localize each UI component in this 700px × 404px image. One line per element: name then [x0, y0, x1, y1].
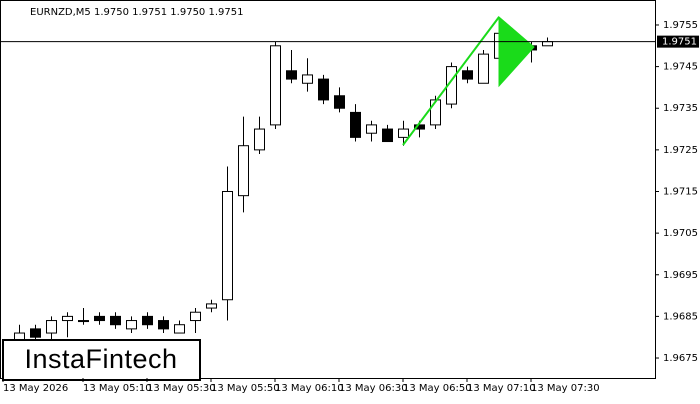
plot-frame [0, 0, 656, 379]
current-price-box [657, 35, 699, 48]
x-tick-label: 13 May 05:50 [211, 383, 280, 394]
candle-body [62, 315, 73, 322]
y-tick-label: 1.9735 [663, 103, 698, 114]
y-tick-label: 1.9675 [663, 353, 698, 364]
pennant-pattern [402, 15, 535, 146]
candle-body [206, 303, 217, 309]
y-tick-label: 1.9745 [663, 62, 698, 73]
candle-body [398, 128, 409, 138]
y-tick-label: 1.9755 [663, 20, 698, 31]
candle-body [158, 320, 169, 330]
x-tick-label: 13 May 05:30 [147, 383, 216, 394]
pennant [498, 15, 535, 88]
candle-body [94, 315, 105, 322]
candle-body [382, 128, 393, 143]
candle-body [350, 111, 361, 138]
candle-body [414, 124, 425, 130]
candle-body [302, 74, 313, 84]
current-price-label: 1.9751 [662, 37, 697, 48]
candle-body [478, 53, 489, 84]
logo-box [2, 339, 201, 381]
x-tick-label: 13 May 06:10 [275, 383, 344, 394]
candle-body [542, 41, 553, 47]
candle-body [78, 320, 89, 323]
x-tick-label: 13 May 2026 [3, 383, 68, 394]
y-tick-label: 1.9725 [663, 145, 698, 156]
x-tick-label: 13 May 07:30 [531, 383, 600, 394]
y-tick-label: 1.9695 [663, 270, 698, 281]
candle-body [366, 124, 377, 134]
x-tick-label: 13 May 05:10 [83, 383, 152, 394]
candle-body [30, 328, 41, 338]
y-tick-label: 1.9715 [663, 186, 698, 197]
flagpole [402, 16, 500, 146]
candle-body [462, 70, 473, 80]
candle-body [110, 315, 121, 326]
candle-body [334, 95, 345, 109]
candle-body [46, 320, 57, 334]
x-tick-label: 13 May 07:10 [467, 383, 536, 394]
candle-body [174, 324, 185, 334]
candle-body [222, 190, 233, 301]
x-tick-label: 13 May 06:50 [403, 383, 472, 394]
logo: InstaFintech [24, 344, 177, 374]
candle-body [190, 311, 201, 322]
candle-body [430, 99, 441, 126]
x-tick-label: 13 May 06:30 [339, 383, 408, 394]
candle-body [270, 45, 281, 126]
candle-body [142, 315, 153, 326]
candle-body [254, 128, 265, 151]
chart-header: EURNZD,M5 1.9750 1.9751 1.9750 1.9751 [30, 7, 243, 18]
candle-body [126, 320, 137, 330]
y-tick-label: 1.9685 [663, 311, 698, 322]
candle-body [286, 70, 297, 80]
candle-body [318, 78, 329, 101]
candle-body [238, 145, 249, 197]
y-tick-label: 1.9705 [663, 228, 698, 239]
